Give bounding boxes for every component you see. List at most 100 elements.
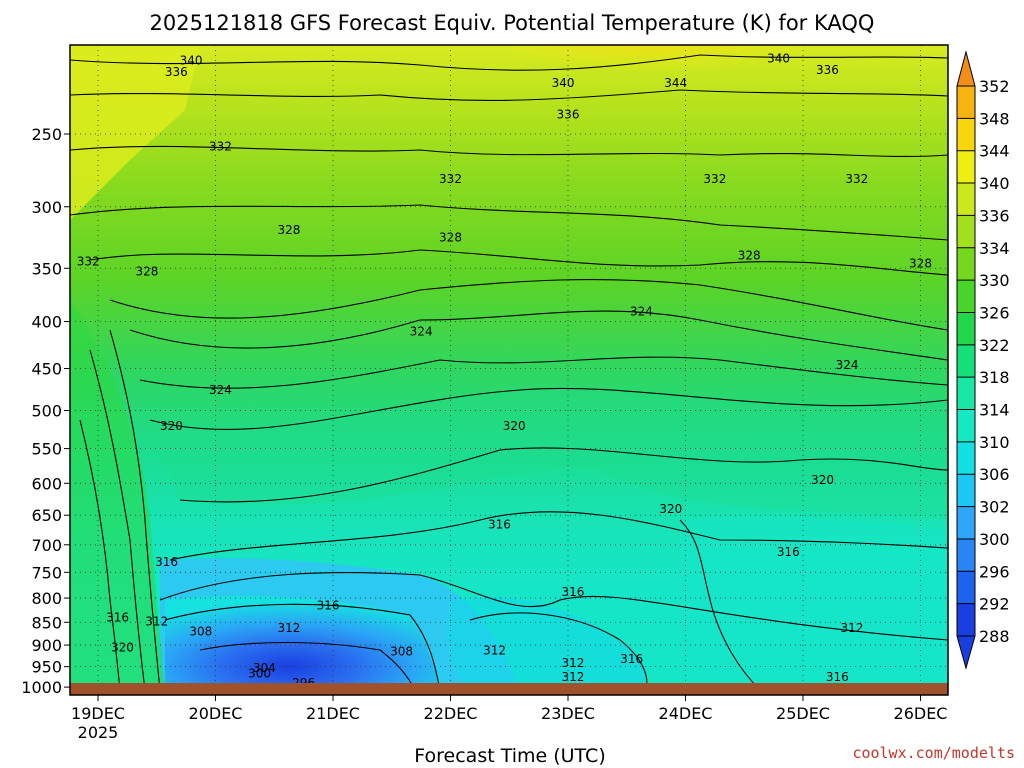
contour-label: 332 [77, 254, 100, 268]
contour-label: 324 [836, 358, 859, 372]
x-tick-label: 21DEC [306, 704, 360, 723]
contour-line [79, 419, 121, 691]
contour-label: 304 [253, 661, 276, 675]
colorbar-tick-label: 318 [979, 368, 1010, 387]
y-tick-label: 700 [31, 536, 62, 555]
contour-label: 316 [488, 517, 511, 531]
plot-frame [69, 44, 949, 696]
credit-text: coolwx.com/modelts [852, 744, 1015, 762]
contour-line [679, 519, 761, 691]
contour-label: 344 [664, 76, 687, 90]
colorbar-segment [957, 183, 975, 216]
contour-label: 312 [561, 656, 584, 670]
contour-label: 332 [703, 172, 726, 186]
colorbar-segment [957, 538, 975, 572]
colorbar-segment [957, 312, 975, 345]
colorbar-segment [957, 150, 975, 184]
contour-label: 336 [816, 63, 839, 77]
contour-label: 312 [145, 614, 168, 628]
colorbar-segment [957, 247, 975, 281]
contour-label: 332 [845, 172, 868, 186]
contour-line [70, 89, 948, 101]
contour-label: 300 [248, 667, 271, 681]
contour-label: 308 [390, 645, 413, 659]
contour-label: 328 [277, 223, 300, 237]
colorbar-tick-label: 344 [979, 142, 1010, 161]
y-tick-label: 600 [31, 474, 62, 493]
colorbar-tick-label: 340 [979, 174, 1010, 193]
y-axis: 250 300 350 400 450 500 550 600 650 700 750 800 850 9… [21, 125, 70, 697]
x-tick-label: 23DEC [541, 704, 595, 723]
y-tick-label: 950 [31, 658, 62, 677]
y-tick-label: 250 [31, 125, 62, 144]
grid-lines [70, 45, 948, 695]
contour-label: 316 [317, 598, 340, 612]
y-tick-label: 900 [31, 636, 62, 655]
contour-label: 316 [826, 670, 849, 684]
contour-label: 328 [439, 230, 462, 244]
colorbar-segment [957, 603, 975, 636]
secondary-cool-pocket [446, 596, 646, 690]
contour-label: 316 [620, 652, 643, 666]
contour-label: 320 [111, 640, 134, 654]
contour-label: 316 [561, 585, 584, 599]
contour-label: 336 [165, 65, 188, 79]
colorbar-tick-label: 334 [979, 239, 1010, 258]
y-tick-label: 400 [31, 313, 62, 332]
contour-line [169, 511, 948, 561]
y-tick-label: 750 [31, 563, 62, 582]
contour-label: 340 [552, 76, 575, 90]
contour-label: 324 [209, 383, 232, 397]
contour-label: 332 [209, 140, 232, 154]
colorbar-segment [957, 344, 975, 378]
contour-label: 312 [841, 621, 864, 635]
y-tick-label: 500 [31, 402, 62, 421]
y-tick-label: 450 [31, 360, 62, 379]
colorbar-segment [957, 280, 975, 313]
colorbar: 288 292 296 300 302 306 310 314 318 322 326 330 334 3… [956, 50, 1010, 670]
contour-label: 324 [630, 304, 653, 318]
colorbar-segment [957, 506, 975, 539]
contour-line [89, 249, 948, 276]
contour-label: 340 [767, 52, 790, 66]
lowlevel-cool-right [680, 515, 948, 690]
contour-line [159, 571, 948, 641]
contour-label: 312 [483, 643, 506, 657]
x-axis-year: 2025 [78, 723, 119, 742]
y-tick-label: 850 [31, 613, 62, 632]
steep-gradient-left [70, 300, 165, 690]
y-tick-label: 650 [31, 506, 62, 525]
contour-line [149, 387, 948, 430]
colorbar-tick-label: 348 [979, 109, 1010, 128]
colorbar-tick-label: 352 [979, 77, 1010, 96]
x-axis: 19DEC 20DEC 21DEC 22DEC 23DEC 24DEC 25DEC 26DEC [71, 695, 947, 723]
colorbar-tick-label: 302 [979, 498, 1010, 517]
contour-label: 320 [160, 419, 183, 433]
colorbar-tick-label: 300 [979, 530, 1010, 549]
contour-label: 312 [277, 621, 300, 635]
colorbar-tick-label: 310 [979, 433, 1010, 452]
colorbar-segment [957, 409, 975, 442]
contour-line [70, 54, 948, 71]
colorbar-bottom-arrow [956, 635, 976, 670]
x-tick-label: 26DEC [894, 704, 948, 723]
contour-label: 336 [557, 107, 580, 121]
contour-line [129, 310, 948, 361]
colorbar-tick-label: 326 [979, 303, 1010, 322]
x-tick-label: 24DEC [659, 704, 713, 723]
x-axis-label: Forecast Time (UTC) [414, 745, 605, 767]
contour-line [70, 204, 948, 241]
colorbar-tick-label: 306 [979, 465, 1010, 484]
warm-upper-left [70, 45, 200, 220]
contour-line [139, 356, 948, 389]
x-tick-label: 22DEC [424, 704, 478, 723]
contour-line [109, 329, 161, 691]
y-tick-label: 800 [31, 589, 62, 608]
colorbar-segment [957, 474, 975, 507]
contour-lines [70, 54, 948, 691]
contour-line [199, 641, 416, 691]
chart-title: 2025121818 GFS Forecast Equiv. Potential… [150, 11, 875, 35]
contour-label: 308 [189, 625, 212, 639]
contour-label: 316 [106, 611, 129, 625]
